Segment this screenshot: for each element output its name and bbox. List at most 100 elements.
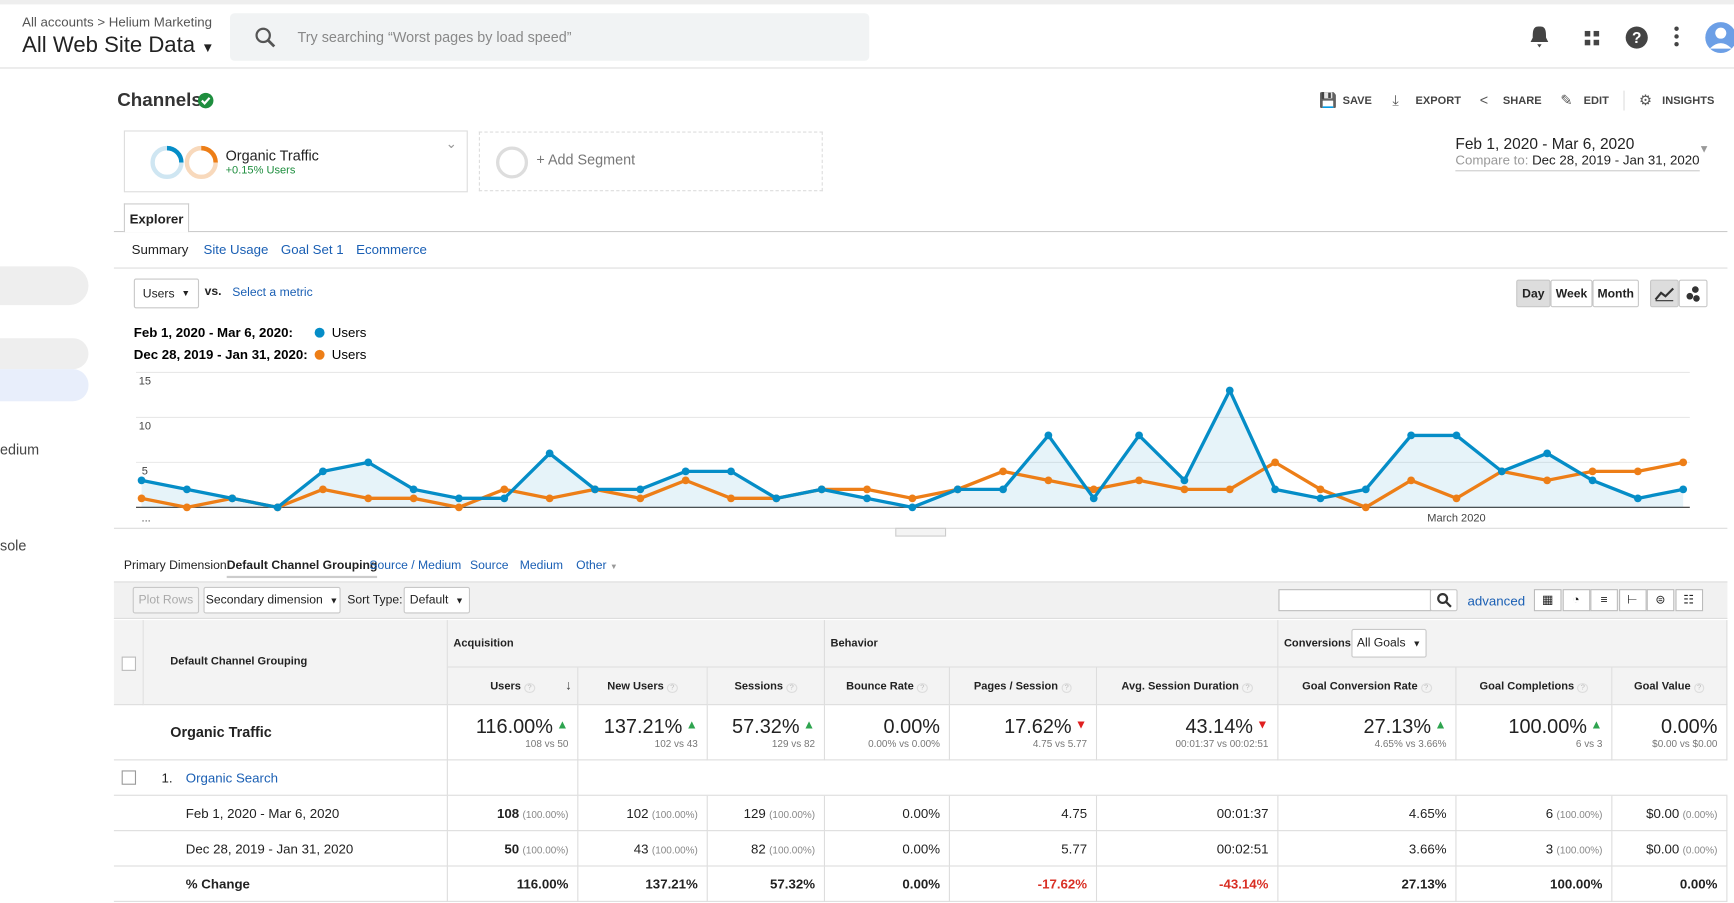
add-segment[interactable]: + Add Segment <box>478 131 823 192</box>
date-dropdown[interactable]: ▼ <box>1698 143 1710 156</box>
breadcrumb-item[interactable]: All accounts <box>22 14 94 30</box>
subrow-cell: 00:02:51 <box>1097 831 1279 867</box>
sort-dropdown[interactable]: Default ▼ <box>403 586 471 614</box>
date-range[interactable]: Feb 1, 2020 - Mar 6, 2020 <box>1455 134 1635 153</box>
search-box[interactable]: Try searching “Worst pages by load speed… <box>230 13 870 61</box>
table-search-button[interactable] <box>1429 589 1458 612</box>
breadcrumb-item[interactable]: Helium Marketing <box>108 14 213 30</box>
subtab[interactable]: Ecommerce <box>356 242 427 258</box>
vs-label: vs. <box>204 285 222 299</box>
action-icon[interactable]: ✎ <box>1560 91 1573 109</box>
column-header[interactable]: Bounce Rate ? <box>825 681 949 694</box>
cell-content: 0.00% <box>902 806 940 821</box>
action-label[interactable]: EDIT <box>1583 95 1609 108</box>
action-label[interactable]: EXPORT <box>1415 95 1462 108</box>
add-segment-icon <box>495 146 529 179</box>
subtab[interactable]: Site Usage <box>203 242 269 258</box>
sidebar-item[interactable] <box>0 266 89 306</box>
dimension-option[interactable]: Other ▼ <box>576 559 618 573</box>
subtab[interactable]: Summary <box>131 242 189 258</box>
table-search[interactable] <box>1278 589 1432 612</box>
action-icon[interactable]: ⚙ <box>1638 91 1652 109</box>
dimension-option[interactable]: Default Channel Grouping <box>226 559 378 579</box>
plot-rows-button[interactable]: Plot Rows <box>132 586 200 614</box>
goal-selector[interactable]: All Goals ▼ <box>1351 628 1427 658</box>
view-icon[interactable]: ⊢ <box>1618 589 1647 612</box>
action-label[interactable]: SAVE <box>1342 95 1372 108</box>
legend-dot <box>314 327 325 338</box>
bell-icon[interactable] <box>1530 26 1549 48</box>
metric-dropdown[interactable]: Users ▼ <box>133 278 200 309</box>
column-header[interactable]: New Users ? <box>578 681 706 694</box>
summary-detail: 6 vs 3 <box>1575 738 1603 750</box>
column-header[interactable]: Sessions ? <box>708 681 824 694</box>
subtab[interactable]: Goal Set 1 <box>280 242 344 258</box>
sidebar-item[interactable] <box>0 338 89 370</box>
column-header[interactable]: Goal Conversion Rate ? <box>1278 681 1455 694</box>
secondary-dimension[interactable]: Secondary dimension ▼ <box>203 586 341 614</box>
point <box>1679 485 1688 494</box>
dimension-header[interactable]: Default Channel Grouping <box>170 655 308 668</box>
column-header[interactable]: Avg. Session Duration ? <box>1097 681 1277 694</box>
help-icon[interactable] <box>1625 26 1648 49</box>
row-name[interactable]: Organic Search <box>185 770 278 786</box>
row-cell: 1. Organic Search <box>113 760 448 796</box>
search-icon <box>1436 592 1452 608</box>
dimension-option[interactable]: Source <box>470 559 509 573</box>
goal-selector-text: All Goals <box>1356 636 1406 650</box>
view-icon[interactable]: ≡ <box>1590 589 1618 612</box>
segment-chevron[interactable]: ⌄ <box>445 135 457 152</box>
view-name[interactable]: All Web Site Data <box>22 33 196 58</box>
action-label[interactable]: SHARE <box>1502 95 1542 108</box>
period-button[interactable]: Week <box>1550 279 1593 308</box>
subrow-cell: 3.66% <box>1278 831 1457 867</box>
point <box>319 467 327 476</box>
view-icon[interactable]: ☷ <box>1674 589 1703 612</box>
column-header[interactable]: Goal Value ? <box>1612 681 1726 694</box>
action-icon[interactable]: 💾 <box>1319 91 1338 109</box>
cell-percent: (100.00%) <box>1556 844 1603 856</box>
column-header[interactable]: Pages / Session ? <box>950 681 1096 694</box>
period-button[interactable]: Day <box>1516 279 1551 308</box>
cell-content: -43.14% <box>1219 877 1268 892</box>
trend-arrow: ▼ <box>1256 718 1269 732</box>
subrow-cell: -17.62% <box>949 866 1098 902</box>
period-button[interactable]: Month <box>1592 279 1639 308</box>
sidebar-item[interactable] <box>0 369 89 402</box>
cell-value: 129 <box>743 805 766 822</box>
checkbox[interactable] <box>121 770 137 785</box>
view-icon[interactable]: ⊜ <box>1646 589 1675 612</box>
sidebar-text[interactable]: sole <box>0 537 27 554</box>
subrow-label: Dec 28, 2019 - Jan 31, 2020 <box>185 841 354 857</box>
advanced-link[interactable]: advanced <box>1467 593 1526 610</box>
column-header[interactable]: Goal Completions ? <box>1456 681 1611 694</box>
breadcrumb[interactable]: All accounts > Helium Marketing <box>22 14 213 30</box>
motion-chart-button[interactable] <box>1678 279 1708 308</box>
more-icon[interactable] <box>1674 26 1679 47</box>
tab[interactable]: Explorer <box>123 203 190 233</box>
view-icon[interactable]: ▦ <box>1533 589 1562 612</box>
segment-card[interactable]: Organic Traffic +0.15% Users ⌄ <box>123 130 468 193</box>
line-chart-button[interactable] <box>1650 279 1679 308</box>
action-label[interactable]: INSIGHTS <box>1662 95 1715 108</box>
date-compare[interactable]: Compare to: Dec 28, 2019 - Jan 31, 2020 <box>1455 153 1700 172</box>
view-icon[interactable]: ◔ <box>1562 589 1590 612</box>
cell-content: 0.00% <box>902 877 940 892</box>
chart: Feb 1, 2020 - Mar 6, 2020: Users Dec 28, 2… <box>113 325 1728 537</box>
checkbox[interactable] <box>121 656 137 671</box>
trend-arrow: ▲ <box>1434 718 1447 732</box>
column-header[interactable]: Users ? <box>448 681 577 694</box>
dimension-option[interactable]: Source / Medium <box>369 559 462 573</box>
action-icon[interactable]: < <box>1479 91 1489 109</box>
cell-content: 0.00% <box>1680 877 1718 892</box>
sidebar-text[interactable]: edium <box>0 441 40 458</box>
point <box>1361 503 1370 512</box>
sort-arrow[interactable]: ↓ <box>565 677 572 694</box>
view-selector[interactable]: All Web Site Data ▼ <box>22 33 215 58</box>
cell-value: 6 <box>1545 805 1554 822</box>
select-metric[interactable]: Select a metric <box>232 286 313 300</box>
cell-value: 100.00% <box>1550 876 1603 892</box>
apps-icon[interactable] <box>1584 30 1600 46</box>
action-icon[interactable]: ⤓ <box>1392 91 1399 109</box>
dimension-option[interactable]: Medium <box>519 559 564 573</box>
